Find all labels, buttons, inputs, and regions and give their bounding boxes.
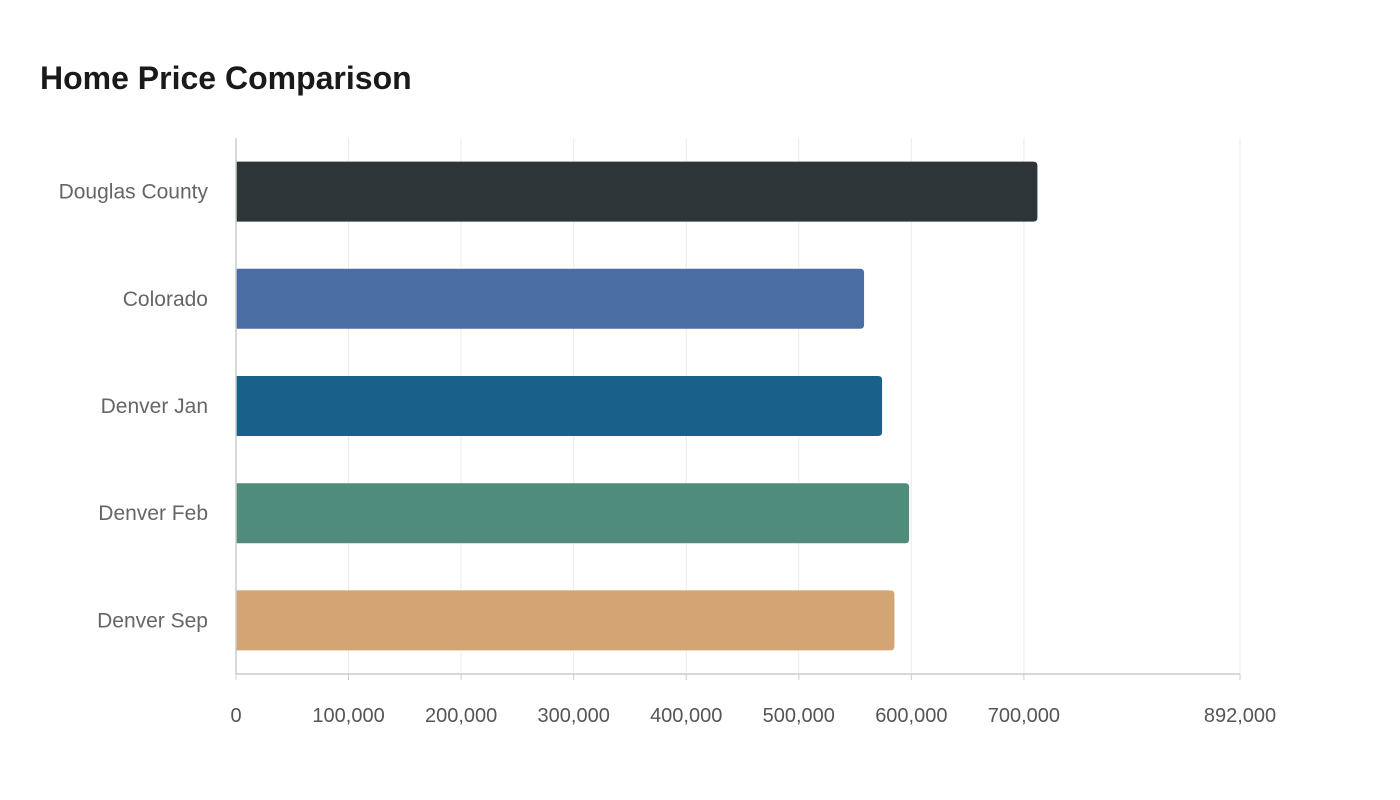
bar-denver-jan <box>236 376 883 436</box>
x-tick-label: 200,000 <box>425 705 497 727</box>
x-tick-label: 500,000 <box>763 705 835 727</box>
category-labels: Douglas County Colorado Denver Jan Denver F… <box>59 181 209 633</box>
bars <box>236 161 1038 651</box>
bar-colorado <box>236 268 865 329</box>
category-label: Douglas County <box>59 181 209 204</box>
axes <box>235 138 1241 680</box>
x-tick-label: 892,000 <box>1204 705 1276 727</box>
x-tick-label: 600,000 <box>875 705 947 727</box>
bar-denver-feb <box>236 483 910 544</box>
category-label: Colorado <box>123 288 208 311</box>
category-label: Denver Sep <box>97 609 208 632</box>
x-tick-label: 0 <box>230 705 241 727</box>
bar-denver-sep <box>236 590 895 651</box>
x-tick-label: 700,000 <box>988 705 1060 727</box>
category-label: Denver Feb <box>98 502 208 525</box>
x-tick-label: 300,000 <box>538 705 610 727</box>
chart-title: Home Price Comparison <box>40 60 412 96</box>
category-label: Denver Jan <box>101 395 208 418</box>
bar-douglas-county <box>236 161 1038 222</box>
x-tick-label: 100,000 <box>312 705 384 727</box>
x-tick-labels: 0 100,000 200,000 300,000 400,000 500,000 600,… <box>230 705 1276 727</box>
x-tick-label: 400,000 <box>650 705 722 727</box>
